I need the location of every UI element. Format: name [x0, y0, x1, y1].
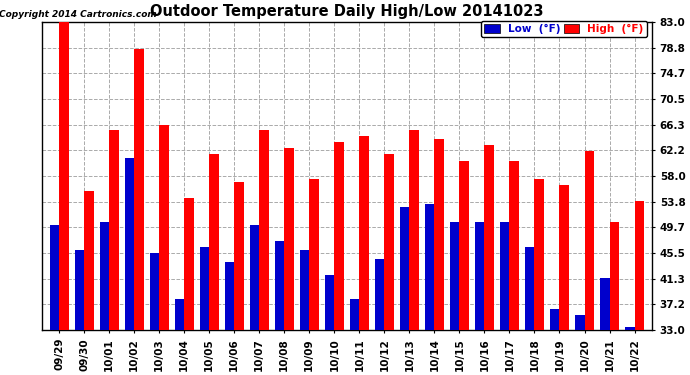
- Bar: [450, 222, 460, 330]
- Bar: [275, 241, 284, 330]
- Bar: [335, 142, 344, 330]
- Bar: [299, 250, 309, 330]
- Bar: [425, 204, 435, 330]
- Bar: [475, 222, 484, 330]
- Bar: [375, 260, 384, 330]
- Bar: [325, 275, 335, 330]
- Bar: [259, 130, 269, 330]
- Bar: [484, 145, 494, 330]
- Bar: [250, 225, 259, 330]
- Bar: [99, 222, 109, 330]
- Bar: [460, 160, 469, 330]
- Bar: [435, 139, 444, 330]
- Bar: [384, 154, 394, 330]
- Bar: [400, 207, 409, 330]
- Bar: [175, 300, 184, 330]
- Bar: [225, 262, 234, 330]
- Bar: [609, 222, 619, 330]
- Bar: [560, 185, 569, 330]
- Title: Outdoor Temperature Daily High/Low 20141023: Outdoor Temperature Daily High/Low 20141…: [150, 4, 544, 19]
- Bar: [309, 179, 319, 330]
- Bar: [209, 154, 219, 330]
- Bar: [284, 148, 294, 330]
- Bar: [584, 152, 594, 330]
- Bar: [600, 278, 609, 330]
- Bar: [159, 125, 168, 330]
- Bar: [150, 253, 159, 330]
- Bar: [75, 250, 84, 330]
- Text: Copyright 2014 Cartronics.com: Copyright 2014 Cartronics.com: [0, 10, 157, 19]
- Bar: [350, 300, 359, 330]
- Bar: [525, 247, 535, 330]
- Bar: [409, 130, 419, 330]
- Bar: [184, 198, 194, 330]
- Bar: [59, 22, 68, 330]
- Bar: [84, 192, 94, 330]
- Bar: [359, 136, 369, 330]
- Bar: [234, 182, 244, 330]
- Bar: [550, 309, 560, 330]
- Bar: [134, 50, 144, 330]
- Bar: [500, 222, 509, 330]
- Bar: [125, 158, 134, 330]
- Bar: [575, 315, 584, 330]
- Bar: [199, 247, 209, 330]
- Bar: [625, 327, 635, 330]
- Bar: [109, 130, 119, 330]
- Legend: Low  (°F), High  (°F): Low (°F), High (°F): [481, 21, 647, 37]
- Bar: [50, 225, 59, 330]
- Bar: [635, 201, 644, 330]
- Bar: [509, 160, 519, 330]
- Bar: [535, 179, 544, 330]
